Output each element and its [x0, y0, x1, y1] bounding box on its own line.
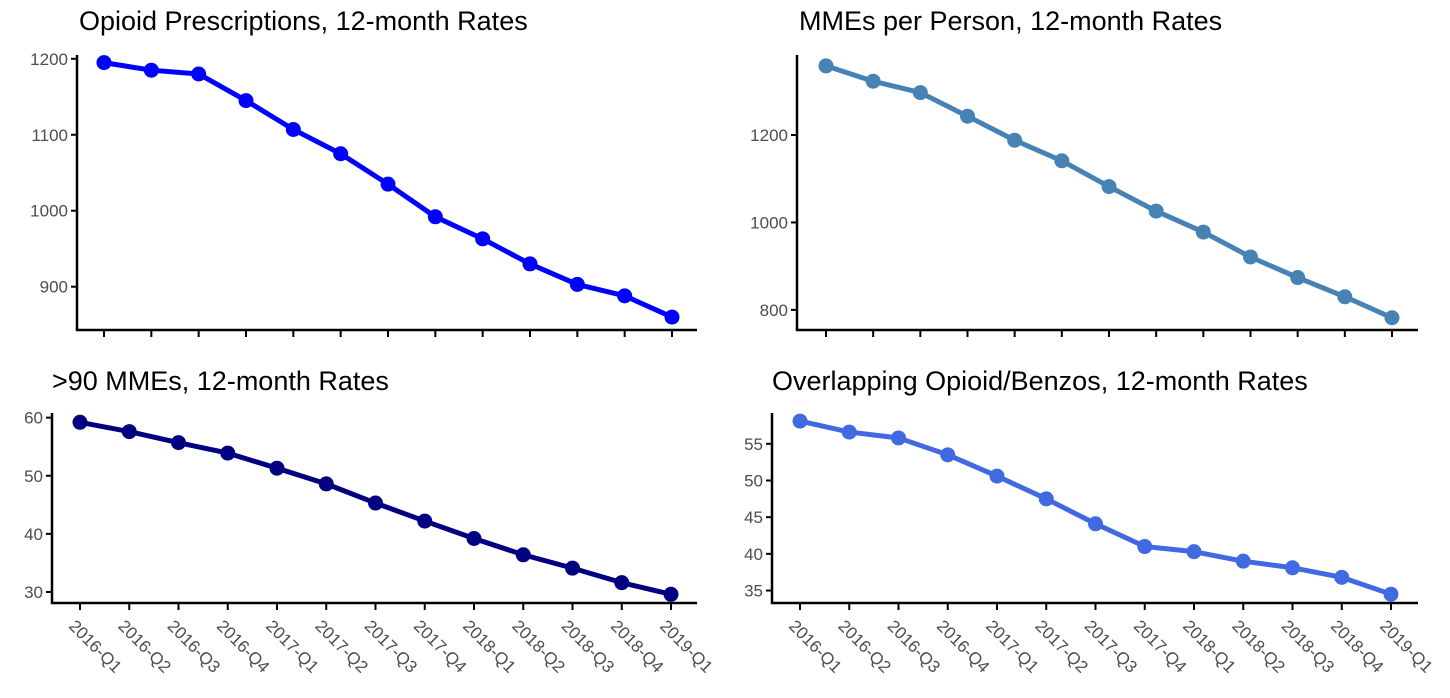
- data-point: [1195, 224, 1211, 240]
- data-point: [1088, 516, 1103, 532]
- y-tick-label: 1200: [750, 126, 788, 145]
- data-point: [1054, 153, 1070, 169]
- y-tick-label: 1000: [750, 213, 788, 232]
- data-point: [865, 73, 881, 89]
- data-point: [565, 560, 580, 576]
- data-point: [1383, 586, 1399, 602]
- data-point: [417, 513, 433, 529]
- data-point: [515, 547, 531, 563]
- data-point: [569, 276, 585, 292]
- y-tick-label: 50: [24, 467, 43, 486]
- data-point: [1334, 569, 1350, 585]
- data-point: [96, 55, 112, 71]
- y-tick-label: 800: [760, 301, 788, 320]
- data-point: [614, 575, 630, 591]
- data-point: [989, 468, 1005, 484]
- data-point: [1007, 132, 1023, 148]
- data-point: [664, 309, 680, 325]
- data-point: [1235, 553, 1251, 569]
- data-point: [171, 435, 186, 451]
- chart-panel-mmes-per-person: MMEs per Person, 12-month Rates 800 1000 1…: [750, 6, 1418, 337]
- data-point: [466, 531, 482, 547]
- data-point: [427, 209, 443, 225]
- data-point: [143, 62, 159, 78]
- data-point: [333, 146, 349, 162]
- data-point: [891, 430, 906, 446]
- y-tick-label: 1000: [30, 202, 68, 221]
- y-tick-label: 55: [744, 435, 763, 454]
- data-point: [269, 460, 285, 476]
- data-point: [940, 447, 956, 463]
- data-point: [1038, 491, 1054, 507]
- data-point: [72, 414, 88, 430]
- y-tick-label: 1200: [30, 50, 68, 69]
- y-tick-label: 35: [744, 582, 763, 601]
- y-tick-label: 45: [744, 508, 763, 527]
- y-tick-label: 40: [24, 525, 43, 544]
- data-point: [220, 445, 236, 461]
- data-point: [1243, 249, 1258, 265]
- y-tick-label: 30: [24, 583, 43, 602]
- chart-title: Opioid Prescriptions, 12-month Rates: [79, 6, 528, 36]
- chart-title: MMEs per Person, 12-month Rates: [799, 6, 1222, 36]
- data-point: [1384, 310, 1400, 326]
- data-point: [475, 231, 491, 247]
- data-point: [1290, 270, 1306, 286]
- data-point: [1137, 539, 1153, 555]
- data-point: [1148, 203, 1164, 219]
- data-point: [1186, 544, 1202, 560]
- data-point: [522, 256, 538, 272]
- y-tick-label: 50: [744, 471, 763, 490]
- data-point: [1285, 560, 1300, 576]
- data-point: [960, 108, 975, 124]
- chart-title: >90 MMEs, 12-month Rates: [52, 366, 389, 396]
- y-tick-label: 900: [40, 278, 68, 297]
- data-point: [238, 93, 254, 109]
- data-point: [841, 424, 857, 440]
- data-point: [617, 288, 633, 304]
- data-point: [191, 66, 207, 82]
- data-point: [368, 495, 383, 511]
- data-point: [1337, 289, 1353, 305]
- y-tick-label: 1100: [31, 126, 68, 145]
- data-point: [663, 586, 679, 602]
- data-point: [380, 176, 396, 192]
- data-point: [792, 413, 808, 429]
- y-tick-label: 40: [744, 545, 763, 564]
- chart-title: Overlapping Opioid/Benzos, 12-month Rate…: [772, 366, 1308, 396]
- chart-panel-opioid-prescriptions: Opioid Prescriptions, 12-month Rates 900…: [30, 6, 697, 337]
- data-point: [818, 58, 834, 74]
- data-point: [912, 85, 928, 101]
- data-point: [285, 121, 301, 137]
- data-point: [121, 424, 137, 440]
- y-tick-label: 60: [24, 409, 43, 428]
- data-point: [318, 476, 334, 492]
- data-point: [1101, 179, 1117, 195]
